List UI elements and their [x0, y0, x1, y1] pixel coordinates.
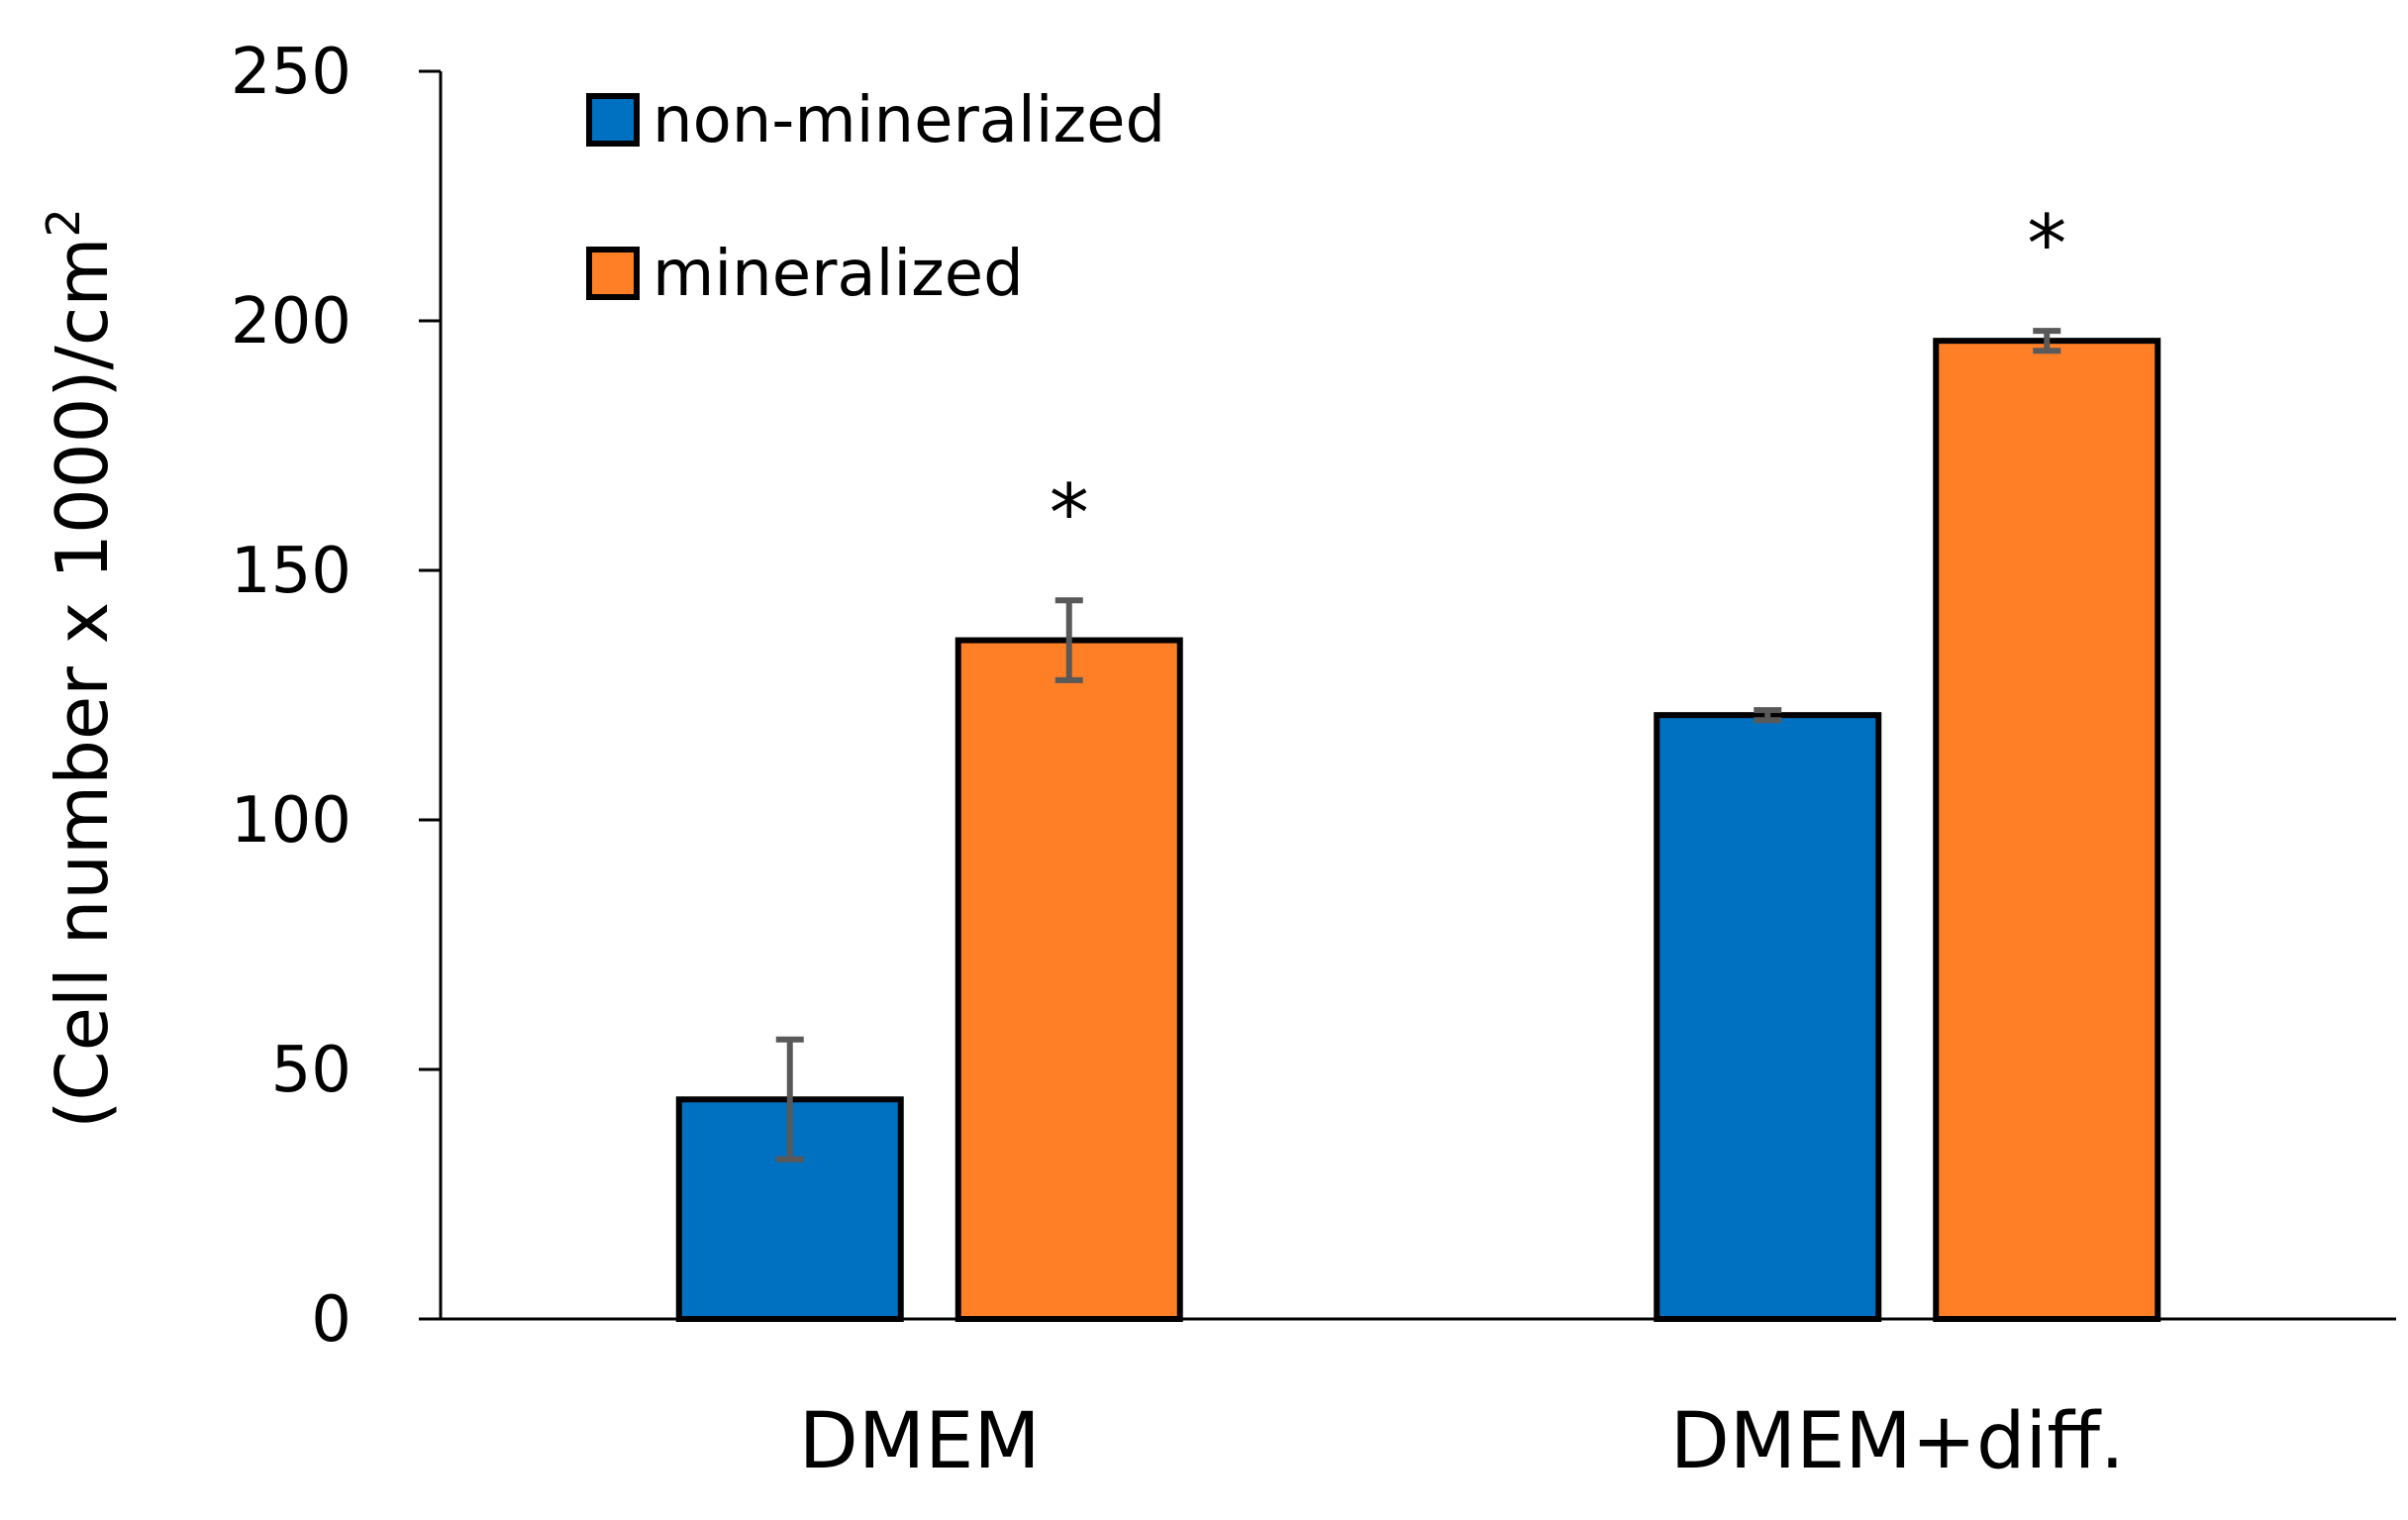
- error-bars: [775, 328, 2061, 1163]
- legend-label: mineralized: [652, 238, 1024, 311]
- axes: 0 50 100 150 200 250 DMEM DMEM+diff.: [231, 36, 2396, 1486]
- y-tick-label: 150: [231, 535, 351, 608]
- error-bar: [2033, 328, 2061, 355]
- error-bar: [775, 1036, 804, 1163]
- legend-item: non-mineralized: [586, 84, 1165, 157]
- bars: [675, 338, 2161, 1323]
- y-tick-label: 0: [311, 1283, 351, 1357]
- y-tick-label: 250: [231, 36, 351, 109]
- x-category-label: DMEM: [799, 1397, 1041, 1486]
- legend-label: non-mineralized: [652, 84, 1165, 157]
- legend-swatch: [586, 247, 640, 300]
- error-bar: [1054, 597, 1083, 683]
- x-category-label: DMEM+diff.: [1670, 1397, 2125, 1486]
- bar-mineralized-DMEM: [954, 637, 1183, 1322]
- significance-asterisk: *: [2027, 198, 2066, 290]
- significance-asterisk: *: [1050, 467, 1089, 559]
- legend-swatch: [586, 93, 640, 147]
- bar-non-mineralized-DMEM+diff.: [1654, 712, 1882, 1322]
- y-axis-title: (Cell number x 1000)/cm2: [37, 208, 124, 1129]
- y-axis-title-superscript: 2: [37, 208, 90, 237]
- y-axis-title-text: (Cell number x 1000)/cm: [41, 238, 124, 1129]
- error-bar: [1754, 707, 1782, 724]
- y-tick-label: 200: [231, 285, 351, 358]
- legend-item: mineralized: [586, 238, 1024, 311]
- bar-mineralized-DMEM+diff.: [1933, 338, 2161, 1323]
- y-tick-label: 100: [231, 784, 351, 858]
- y-tick-label: 50: [271, 1034, 351, 1107]
- legend: non-mineralized mineralized: [586, 84, 1165, 311]
- significance-marks: **: [1050, 198, 2067, 559]
